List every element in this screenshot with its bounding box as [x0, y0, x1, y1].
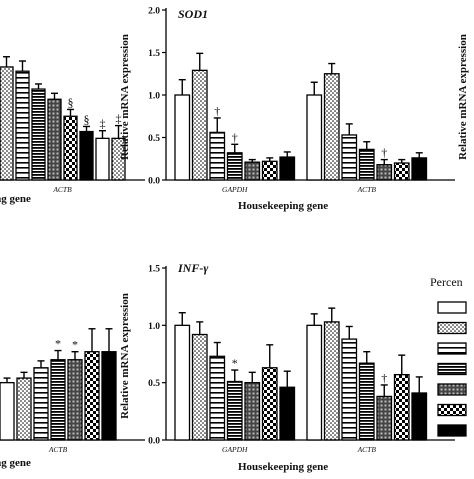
- panel-title: INF-γ: [177, 261, 208, 275]
- significance-marker: ‡: [116, 112, 122, 126]
- bar: [358, 148, 375, 181]
- significance-marker: *: [232, 356, 238, 370]
- x-axis-label: ping gene: [0, 193, 31, 205]
- bar: [341, 338, 358, 441]
- y-tick-label: 1.0: [148, 92, 160, 102]
- bar: [279, 156, 296, 181]
- bar: [306, 324, 323, 441]
- bar: [95, 137, 110, 181]
- group-label: ACTB: [357, 185, 377, 194]
- significance-marker: *: [55, 337, 61, 351]
- significance-marker: †: [381, 371, 387, 385]
- legend-swatch: [437, 301, 467, 314]
- y-tick-label: 1.5: [148, 49, 160, 59]
- bar: [411, 392, 428, 441]
- bar: [0, 66, 14, 181]
- bar: [226, 152, 243, 181]
- y-tick-label: 1.0: [148, 322, 160, 332]
- bar: [261, 160, 278, 181]
- bar: [279, 386, 296, 441]
- significance-marker: §: [84, 112, 90, 126]
- bar: [79, 130, 94, 181]
- panel-bottom-left: ping gene * * ACTB: [0, 328, 145, 469]
- group-label: ACTB: [357, 445, 377, 454]
- y-tick-label: 0.0: [148, 437, 160, 447]
- bar: [376, 164, 393, 181]
- y-axis-label: Relative mRNA expression: [457, 34, 469, 160]
- group-label: GAPDH: [222, 185, 248, 194]
- bar: [63, 115, 78, 181]
- significance-marker: ‡: [100, 117, 106, 131]
- panel-title: SOD1: [178, 7, 208, 21]
- bar: [209, 131, 226, 181]
- y-tick-label: 0.0: [148, 177, 160, 187]
- legend-swatch: [437, 383, 467, 396]
- legend-swatch: [437, 342, 467, 355]
- legend-swatch: [437, 362, 467, 376]
- bar: [244, 161, 261, 181]
- legend-title: Percen: [430, 275, 463, 289]
- bar: [15, 70, 30, 181]
- bar: [261, 367, 278, 441]
- y-tick-label: 0.5: [148, 379, 160, 389]
- bar: [226, 380, 243, 441]
- x-axis-label: ping gene: [0, 457, 31, 469]
- bar: [244, 382, 261, 441]
- bar: [31, 88, 46, 181]
- panel-top-middle: Relative mRNA expression SOD1 Housekeeping…: [119, 7, 455, 212]
- bar: [33, 367, 49, 441]
- bar: [0, 382, 15, 441]
- bar: [323, 73, 340, 181]
- bar: [50, 359, 66, 441]
- x-axis-label: Housekeeping gene: [238, 200, 328, 212]
- group-label: ACTB: [48, 445, 68, 454]
- legend-swatch: [437, 424, 467, 437]
- bar: [393, 162, 410, 181]
- legend-swatch: [437, 403, 467, 417]
- bar: [191, 69, 208, 181]
- panel-top-left: ping gene § § ‡ ‡ ACTB: [0, 56, 145, 205]
- bar: [16, 377, 32, 441]
- panel-bottom-middle: Relative mRNA expression INF-γ Housekeepin…: [119, 261, 455, 473]
- bar: [209, 355, 226, 441]
- bar: [376, 395, 393, 441]
- bar: [323, 321, 340, 441]
- y-tick-label: 1.5: [148, 265, 160, 275]
- bar: [174, 324, 191, 441]
- group-label: ACTB: [52, 185, 72, 194]
- significance-marker: †: [381, 146, 387, 160]
- y-axis-label: Relative mRNA expression: [119, 34, 131, 160]
- bar: [84, 351, 100, 441]
- significance-marker: *: [72, 338, 78, 352]
- bar: [47, 98, 62, 181]
- legend: Percen: [430, 275, 467, 437]
- bar: [67, 359, 83, 441]
- group-label: GAPDH: [222, 445, 248, 454]
- y-tick-label: 0.5: [148, 134, 160, 144]
- bar: [393, 373, 410, 441]
- y-tick-label: 2.0: [148, 7, 160, 17]
- panel-top-right: Relative mRNA expression: [457, 34, 469, 160]
- significance-marker: §: [68, 95, 74, 109]
- bar: [358, 362, 375, 441]
- significance-marker: †: [232, 130, 238, 144]
- bar: [411, 157, 428, 181]
- legend-swatch: [437, 321, 467, 335]
- bar: [174, 94, 191, 181]
- significance-marker: †: [214, 104, 220, 118]
- bar: [101, 351, 117, 441]
- bar: [191, 333, 208, 441]
- bar: [341, 134, 358, 181]
- bar: [306, 94, 323, 181]
- x-axis-label: Housekeeping gene: [238, 461, 328, 473]
- y-axis-label: Relative mRNA expression: [119, 293, 131, 419]
